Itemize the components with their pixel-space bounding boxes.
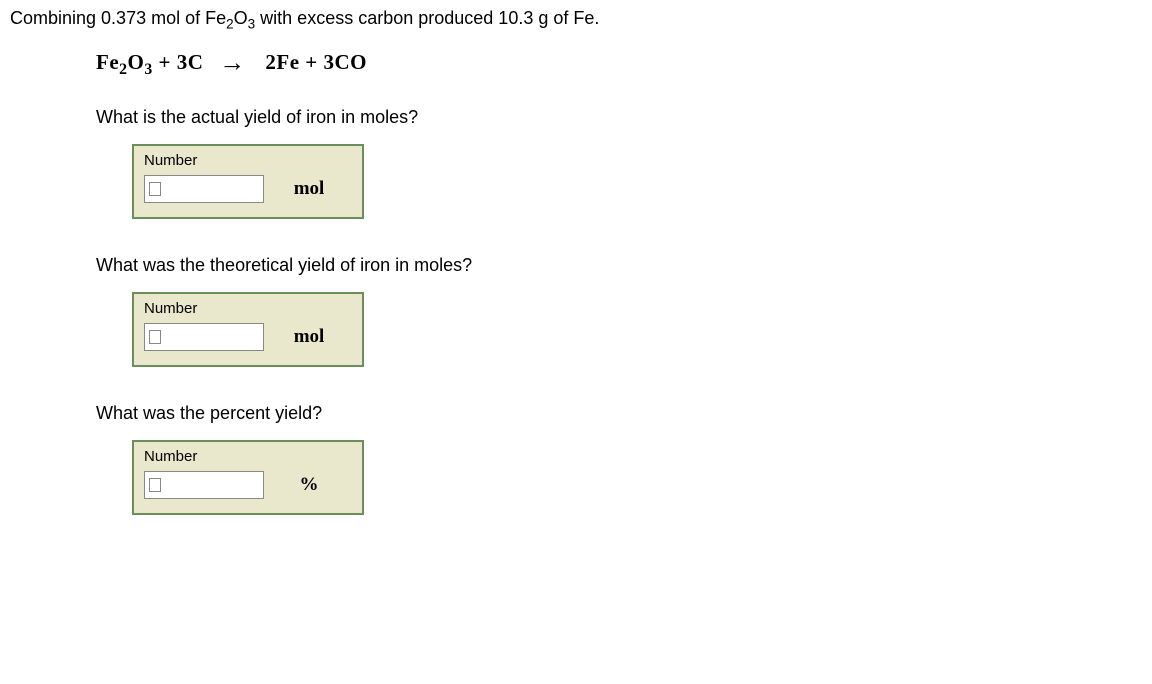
intro-pre: Combining 0.373 mol of Fe xyxy=(10,8,226,28)
answer-label-2: Number xyxy=(134,294,362,321)
eq-arrow: → xyxy=(219,48,246,78)
question-1-text: What is the actual yield of iron in mole… xyxy=(96,107,1142,128)
chemical-equation: Fe2O3 + 3C → 2Fe + 3CO xyxy=(96,46,1142,79)
question-2-text: What was the theoretical yield of iron i… xyxy=(96,255,1142,276)
intro-post: with excess carbon produced 10.3 g of Fe… xyxy=(255,8,599,28)
answer-box-2: Number mol xyxy=(132,292,364,367)
input-placeholder-icon xyxy=(149,182,161,196)
unit-label-3: % xyxy=(264,474,354,496)
eq-lhs-sub1: 2 xyxy=(119,61,127,78)
input-placeholder-icon xyxy=(149,478,161,492)
question-3-text: What was the percent yield? xyxy=(96,403,1142,424)
unit-label-1: mol xyxy=(264,178,354,200)
number-input-2[interactable] xyxy=(144,323,264,351)
unit-label-2: mol xyxy=(264,326,354,348)
answer-row-1: mol xyxy=(134,173,362,217)
eq-lhs-sub2: 3 xyxy=(144,61,152,78)
answer-label-3: Number xyxy=(134,442,362,469)
intro-mid1: O xyxy=(234,8,248,28)
input-placeholder-icon xyxy=(149,330,161,344)
problem-statement: Combining 0.373 mol of Fe2O3 with excess… xyxy=(10,8,1142,32)
eq-lhs-o: O xyxy=(128,50,145,74)
intro-sub1: 2 xyxy=(226,17,234,32)
number-input-1[interactable] xyxy=(144,175,264,203)
eq-lhs-plus: + 3C xyxy=(153,50,204,74)
answer-box-3: Number % xyxy=(132,440,364,515)
answer-row-2: mol xyxy=(134,321,362,365)
answer-row-3: % xyxy=(134,469,362,513)
number-input-3[interactable] xyxy=(144,471,264,499)
eq-rhs: 2Fe + 3CO xyxy=(265,50,367,74)
answer-box-1: Number mol xyxy=(132,144,364,219)
eq-lhs-fe: Fe xyxy=(96,50,119,74)
answer-label-1: Number xyxy=(134,146,362,173)
